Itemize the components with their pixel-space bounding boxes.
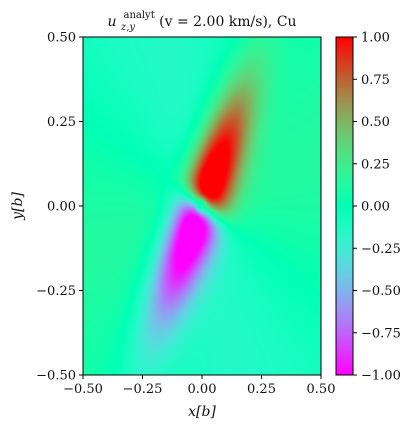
x-tick-label: −0.50 bbox=[63, 382, 103, 397]
colorbar-tick-label: 0.25 bbox=[361, 157, 390, 172]
heatmap-plot-area bbox=[82, 36, 322, 376]
x-axis: −0.50 −0.25 0.00 0.25 0.50 bbox=[63, 375, 335, 397]
title-symbol: u bbox=[107, 14, 116, 30]
y-tick-label: −0.50 bbox=[36, 369, 76, 384]
colorbar-tick-label: 0.00 bbox=[361, 200, 390, 215]
y-axis: −0.50 −0.25 0.00 0.25 0.50 bbox=[36, 31, 83, 384]
x-axis-label: x[b] bbox=[188, 404, 216, 420]
title-subscript: z,y bbox=[120, 22, 135, 33]
colorbar-tick-label: −1.00 bbox=[361, 369, 401, 384]
y-tick-label: 0.00 bbox=[47, 200, 76, 215]
y-tick-label: 0.25 bbox=[47, 115, 76, 130]
colorbar-tick-label: −0.75 bbox=[361, 326, 401, 341]
y-tick-label: 0.50 bbox=[47, 31, 76, 46]
colorbar-gradient bbox=[336, 37, 353, 375]
chart-title: u z,y analyt (v = 2.00 km/s), Cu bbox=[107, 6, 296, 34]
x-tick-label: 0.25 bbox=[247, 382, 276, 397]
colorbar-tick-label: 0.75 bbox=[361, 73, 390, 88]
y-axis-label: y[b] bbox=[10, 192, 26, 221]
colorbar-tick-label: 0.50 bbox=[361, 115, 390, 130]
title-rest: (v = 2.00 km/s), Cu bbox=[159, 14, 296, 30]
y-tick-label: −0.25 bbox=[36, 284, 76, 299]
heatmap-image bbox=[83, 37, 321, 375]
colorbar-ticks: 1.00 0.75 0.50 0.25 0.00 −0.25 −0.50 −0.75 −1.00 bbox=[353, 31, 401, 384]
x-tick-label: 0.00 bbox=[188, 382, 217, 397]
colorbar-tick-label: 1.00 bbox=[361, 31, 390, 46]
x-tick-label: −0.25 bbox=[123, 382, 163, 397]
colorbar-tick-label: −0.25 bbox=[361, 242, 401, 257]
title-superscript: analyt bbox=[123, 10, 154, 21]
colorbar: 1.00 0.75 0.50 0.25 0.00 −0.25 −0.50 −0.75 −1.00 bbox=[335, 31, 401, 384]
x-tick-label: 0.50 bbox=[307, 382, 336, 397]
colorbar-tick-label: −0.50 bbox=[361, 284, 401, 299]
